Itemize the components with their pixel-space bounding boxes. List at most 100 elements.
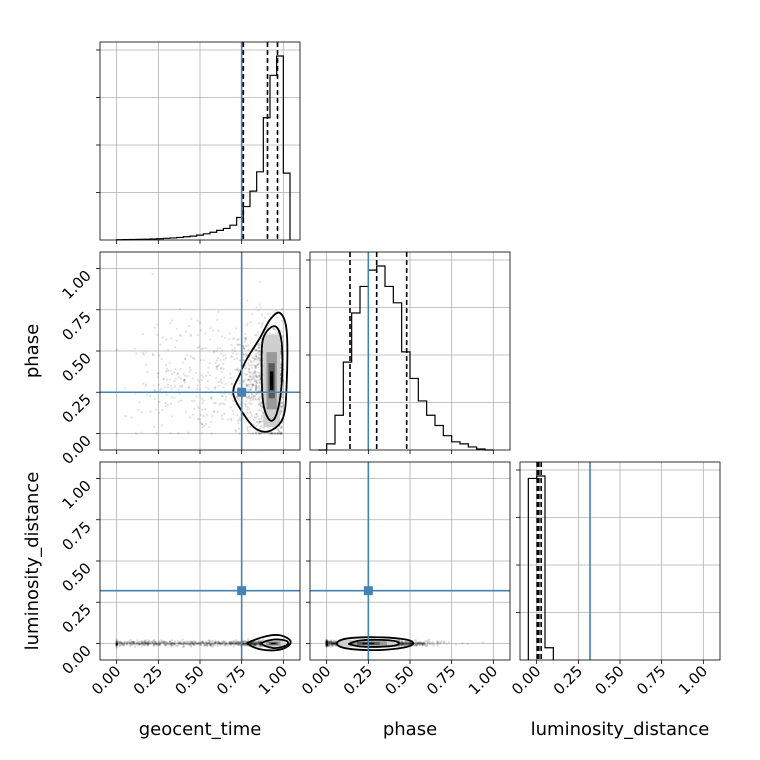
sample-point — [115, 642, 118, 645]
sample-point — [409, 642, 412, 645]
sample-point — [215, 641, 219, 644]
sample-point — [256, 376, 259, 379]
x-axis-label-geocent_time: geocent_time — [139, 719, 262, 740]
sample-point — [229, 643, 232, 647]
sample-point — [254, 643, 257, 646]
sample-point — [178, 392, 181, 395]
sample-point — [325, 642, 328, 645]
sample-point — [176, 643, 179, 646]
sample-point — [242, 643, 245, 647]
sample-point — [179, 377, 183, 380]
sample-point — [281, 410, 285, 413]
sample-point — [200, 374, 203, 377]
sample-point — [251, 643, 254, 646]
sample-point — [173, 643, 176, 646]
sample-point — [189, 333, 192, 336]
sample-point — [187, 642, 190, 645]
sample-point — [438, 642, 442, 645]
sample-point — [218, 363, 221, 367]
sample-point — [256, 642, 259, 646]
sample-point — [405, 643, 408, 646]
sample-point — [169, 642, 172, 645]
sample-point — [155, 432, 158, 435]
sample-point — [119, 640, 122, 643]
sample-point — [325, 643, 328, 647]
sample-point — [193, 399, 196, 403]
sample-point — [257, 418, 260, 421]
sample-point — [115, 643, 118, 647]
sample-point — [401, 643, 404, 646]
sample-point — [254, 375, 258, 378]
sample-point — [177, 641, 180, 644]
sample-point — [157, 640, 161, 643]
sample-point — [190, 399, 194, 403]
sample-point — [230, 640, 233, 643]
sample-point — [255, 420, 258, 423]
sample-point — [330, 640, 333, 643]
sample-point — [158, 389, 162, 392]
sample-point — [136, 643, 139, 646]
sample-point — [246, 388, 249, 391]
sample-point — [257, 347, 260, 350]
sample-point — [236, 368, 240, 371]
sample-point — [230, 641, 233, 645]
sample-point — [189, 355, 193, 358]
sample-point — [254, 355, 258, 358]
sample-point — [325, 643, 328, 646]
sample-point — [403, 643, 406, 646]
sample-point — [237, 338, 240, 341]
sample-point — [281, 334, 284, 338]
sample-point — [418, 643, 422, 646]
sample-point — [279, 373, 282, 376]
sample-point — [325, 640, 328, 644]
sample-point — [211, 645, 214, 648]
sample-point — [171, 644, 174, 647]
sample-point — [143, 641, 146, 645]
sample-point — [188, 324, 191, 328]
sample-point — [254, 642, 257, 645]
sample-point — [225, 642, 228, 645]
sample-point — [177, 388, 180, 391]
sample-point — [151, 641, 155, 644]
sample-point — [409, 642, 412, 645]
sample-point — [211, 639, 214, 642]
sample-point — [200, 423, 204, 426]
sample-point — [246, 299, 249, 302]
sample-point — [116, 642, 119, 646]
sample-point — [122, 643, 125, 646]
sample-point — [173, 396, 176, 399]
sample-point — [209, 641, 212, 644]
sample-point — [330, 641, 333, 644]
sample-point — [165, 641, 168, 644]
sample-point — [209, 642, 212, 646]
sample-point — [433, 642, 436, 646]
sample-point — [181, 643, 184, 646]
sample-point — [254, 432, 257, 435]
sample-point — [420, 644, 424, 647]
sample-point — [232, 642, 235, 645]
sample-point — [325, 640, 328, 643]
sample-point — [191, 641, 194, 644]
sample-point — [325, 640, 328, 644]
sample-point — [325, 643, 328, 646]
sample-point — [201, 408, 204, 411]
sample-point — [334, 640, 337, 643]
sample-point — [208, 425, 211, 429]
sample-point — [255, 412, 258, 416]
sample-point — [407, 642, 410, 646]
sample-point — [325, 644, 328, 647]
sample-point — [210, 415, 214, 418]
sample-point — [196, 642, 199, 645]
sample-point — [234, 643, 237, 646]
sample-point — [214, 639, 217, 642]
sample-point — [258, 375, 261, 378]
sample-point — [327, 644, 330, 647]
sample-point — [191, 640, 194, 644]
sample-point — [115, 644, 118, 647]
sample-point — [325, 642, 328, 646]
sample-point — [325, 643, 328, 646]
sample-point — [421, 643, 425, 647]
sample-point — [417, 643, 420, 646]
sample-point — [255, 412, 258, 416]
sample-point — [130, 643, 133, 646]
